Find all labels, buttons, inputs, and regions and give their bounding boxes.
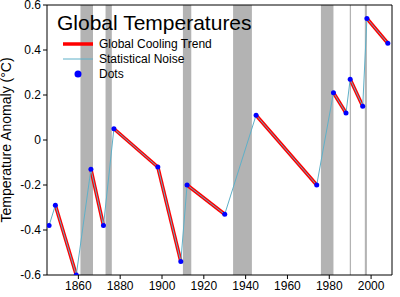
svg-text:1960: 1960: [274, 279, 301, 293]
svg-text:-0.2: -0.2: [20, 178, 41, 192]
svg-text:1980: 1980: [316, 279, 343, 293]
svg-text:0.2: 0.2: [24, 88, 41, 102]
svg-text:1860: 1860: [65, 279, 92, 293]
svg-text:-0.6: -0.6: [20, 268, 41, 282]
svg-text:1900: 1900: [149, 279, 176, 293]
svg-text:0.6: 0.6: [24, 0, 41, 12]
svg-text:1880: 1880: [107, 279, 134, 293]
svg-text:-0.4: -0.4: [20, 223, 41, 237]
svg-text:Temperature Anomaly (°C): Temperature Anomaly (°C): [8, 57, 14, 222]
html-text:Global Temperatures: Global Temperatures: [57, 11, 252, 34]
svg-text:1940: 1940: [232, 279, 259, 293]
html-text:Dots: Dots: [99, 66, 124, 81]
svg-text:0.4: 0.4: [24, 43, 41, 57]
html-text:Statistical Noise: Statistical Noise: [99, 51, 185, 66]
html-text:Global Cooling Trend: Global Cooling Trend: [99, 36, 212, 51]
svg-text:1920: 1920: [190, 279, 217, 293]
svg-text:0: 0: [34, 133, 41, 147]
svg-text:2000: 2000: [358, 279, 385, 293]
